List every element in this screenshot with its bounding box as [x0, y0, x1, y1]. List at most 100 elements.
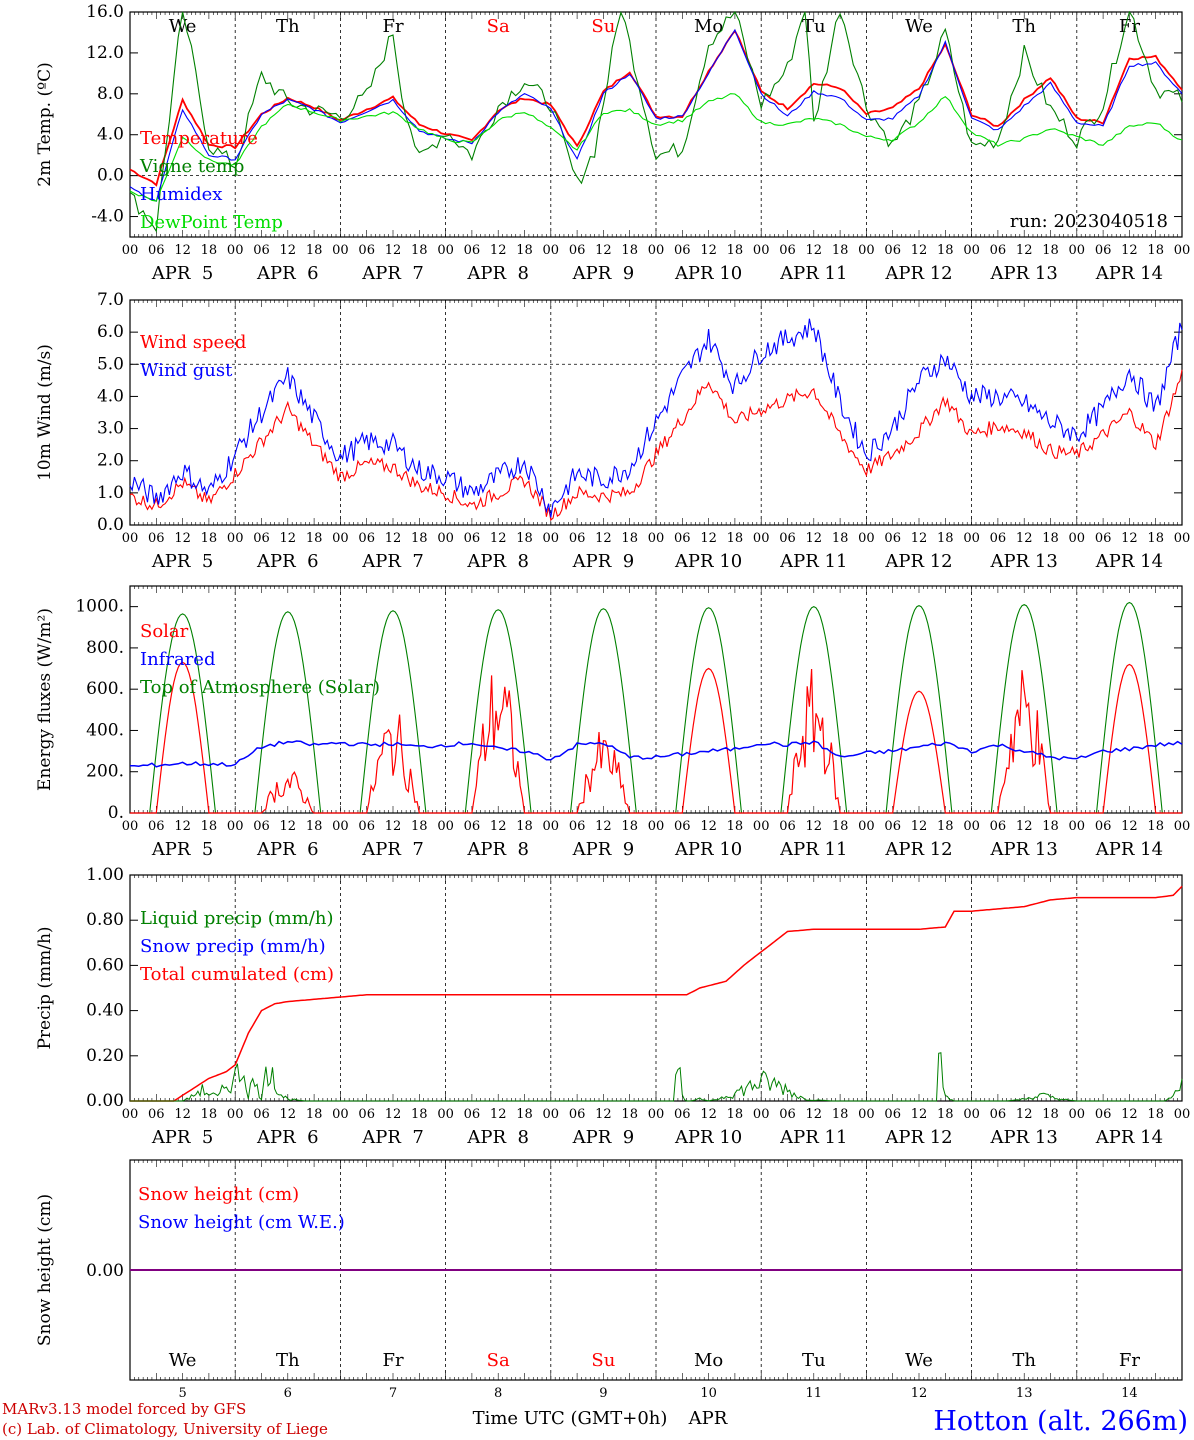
y-axis-label: Snow height (cm): [35, 1194, 55, 1346]
hour-label: 00: [227, 243, 244, 258]
day-name-label: Th: [1012, 1350, 1036, 1371]
hour-label: 00: [648, 531, 665, 546]
hour-label: 18: [201, 819, 218, 834]
legend-entry: Liquid precip (mm/h): [140, 908, 334, 929]
y-tick-label: 0.0: [97, 166, 124, 186]
hour-label: 00: [543, 243, 560, 258]
date-label: APR 12: [884, 1127, 952, 1148]
series-wind-speed: [129, 369, 1183, 522]
hour-label: 12: [280, 243, 297, 258]
hour-label: 12: [595, 1107, 612, 1122]
hour-label: 18: [306, 819, 323, 834]
day-number-label: 10: [700, 1386, 717, 1401]
hour-label: 00: [332, 1107, 349, 1122]
day-number-label: 6: [284, 1386, 292, 1401]
hour-label: 18: [411, 531, 428, 546]
hour-label: 12: [700, 819, 717, 834]
day-name-label: We: [169, 1350, 197, 1371]
hour-label: 06: [674, 1107, 691, 1122]
date-label: APR 8: [466, 1127, 529, 1148]
hour-label: 12: [1121, 531, 1138, 546]
hour-label: 12: [174, 819, 191, 834]
date-label: APR 10: [674, 263, 742, 284]
hour-label: 00: [1174, 243, 1191, 258]
hour-label: 06: [148, 531, 165, 546]
y-tick-label: 1.00: [86, 865, 124, 885]
hour-label: 12: [806, 819, 823, 834]
hour-label: 18: [937, 819, 954, 834]
hour-label: 06: [884, 243, 901, 258]
hour-label: 18: [1147, 531, 1164, 546]
date-label: APR 13: [990, 839, 1058, 860]
hour-label: 18: [727, 819, 744, 834]
x-axis-title: Time UTC (GMT+0h): [473, 1408, 668, 1429]
hour-label: 18: [411, 1107, 428, 1122]
date-label: APR 5: [151, 551, 214, 572]
hour-label: 06: [358, 243, 375, 258]
day-name-label: We: [905, 1350, 933, 1371]
hour-label: 12: [911, 243, 928, 258]
hour-label: 00: [437, 819, 454, 834]
hour-label: 18: [1042, 531, 1059, 546]
day-name-label: Sa: [487, 1350, 510, 1371]
hour-label: 12: [700, 531, 717, 546]
hour-label: 00: [858, 819, 875, 834]
day-name-label: Th: [276, 1350, 300, 1371]
hour-label: 06: [990, 819, 1007, 834]
date-label: APR 10: [674, 551, 742, 572]
hour-label: 12: [490, 243, 507, 258]
hour-label: 06: [569, 531, 586, 546]
hour-label: 18: [832, 531, 849, 546]
hour-label: 12: [806, 243, 823, 258]
date-label: APR 14: [1095, 263, 1163, 284]
hour-label: 06: [358, 819, 375, 834]
hour-label: 06: [253, 1107, 270, 1122]
date-label: APR 11: [779, 839, 847, 860]
hour-label: 06: [148, 1107, 165, 1122]
date-label: APR 8: [466, 551, 529, 572]
run-label: run: 2023040518: [1010, 211, 1168, 232]
date-label: APR 11: [779, 551, 847, 572]
hour-label: 00: [858, 1107, 875, 1122]
day-name-label: Sa: [487, 16, 510, 37]
hour-label: 18: [1147, 243, 1164, 258]
hour-label: 12: [174, 1107, 191, 1122]
hour-label: 00: [648, 1107, 665, 1122]
hour-label: 12: [385, 531, 402, 546]
day-name-label: Mo: [694, 16, 723, 37]
series-solar: [130, 661, 1182, 814]
hour-label: 00: [543, 531, 560, 546]
date-label: APR 7: [361, 839, 424, 860]
date-label: APR 13: [990, 263, 1058, 284]
y-axis-label: 2m Temp. (ºC): [35, 62, 55, 187]
day-number-label: 8: [494, 1386, 502, 1401]
hour-label: 12: [280, 531, 297, 546]
date-label: APR 9: [572, 551, 635, 572]
hour-label: 12: [911, 531, 928, 546]
series-vigne-temp: [129, 10, 1183, 233]
panel-3: 1000. 800. 600. 400. 200. 0. Energy fluxes (W/…: [35, 585, 1190, 860]
series-liquid: [130, 1052, 1183, 1102]
legend-entry: Wind gust: [140, 360, 233, 381]
hour-label: 12: [1121, 1107, 1138, 1122]
day-number-label: 7: [389, 1386, 397, 1401]
y-tick-label: 1000.: [75, 597, 124, 617]
hour-label: 18: [411, 819, 428, 834]
hour-label: 06: [464, 243, 481, 258]
y-tick-label: 8.0: [97, 84, 124, 104]
date-label: APR 9: [572, 1127, 635, 1148]
hour-label: 18: [727, 1107, 744, 1122]
date-label: APR 6: [256, 1127, 319, 1148]
hour-label: 06: [990, 531, 1007, 546]
date-label: APR 7: [361, 551, 424, 572]
hour-label: 12: [1016, 531, 1033, 546]
hour-label: 06: [779, 819, 796, 834]
y-axis-label: Energy fluxes (W/m²): [35, 608, 55, 791]
hour-label: 18: [727, 243, 744, 258]
hour-label: 18: [516, 819, 533, 834]
date-label: APR 12: [884, 839, 952, 860]
hour-label: 12: [280, 819, 297, 834]
date-label: APR 13: [990, 551, 1058, 572]
hour-label: 00: [753, 243, 770, 258]
y-axis-label: 10m Wind (m/s): [35, 344, 55, 481]
